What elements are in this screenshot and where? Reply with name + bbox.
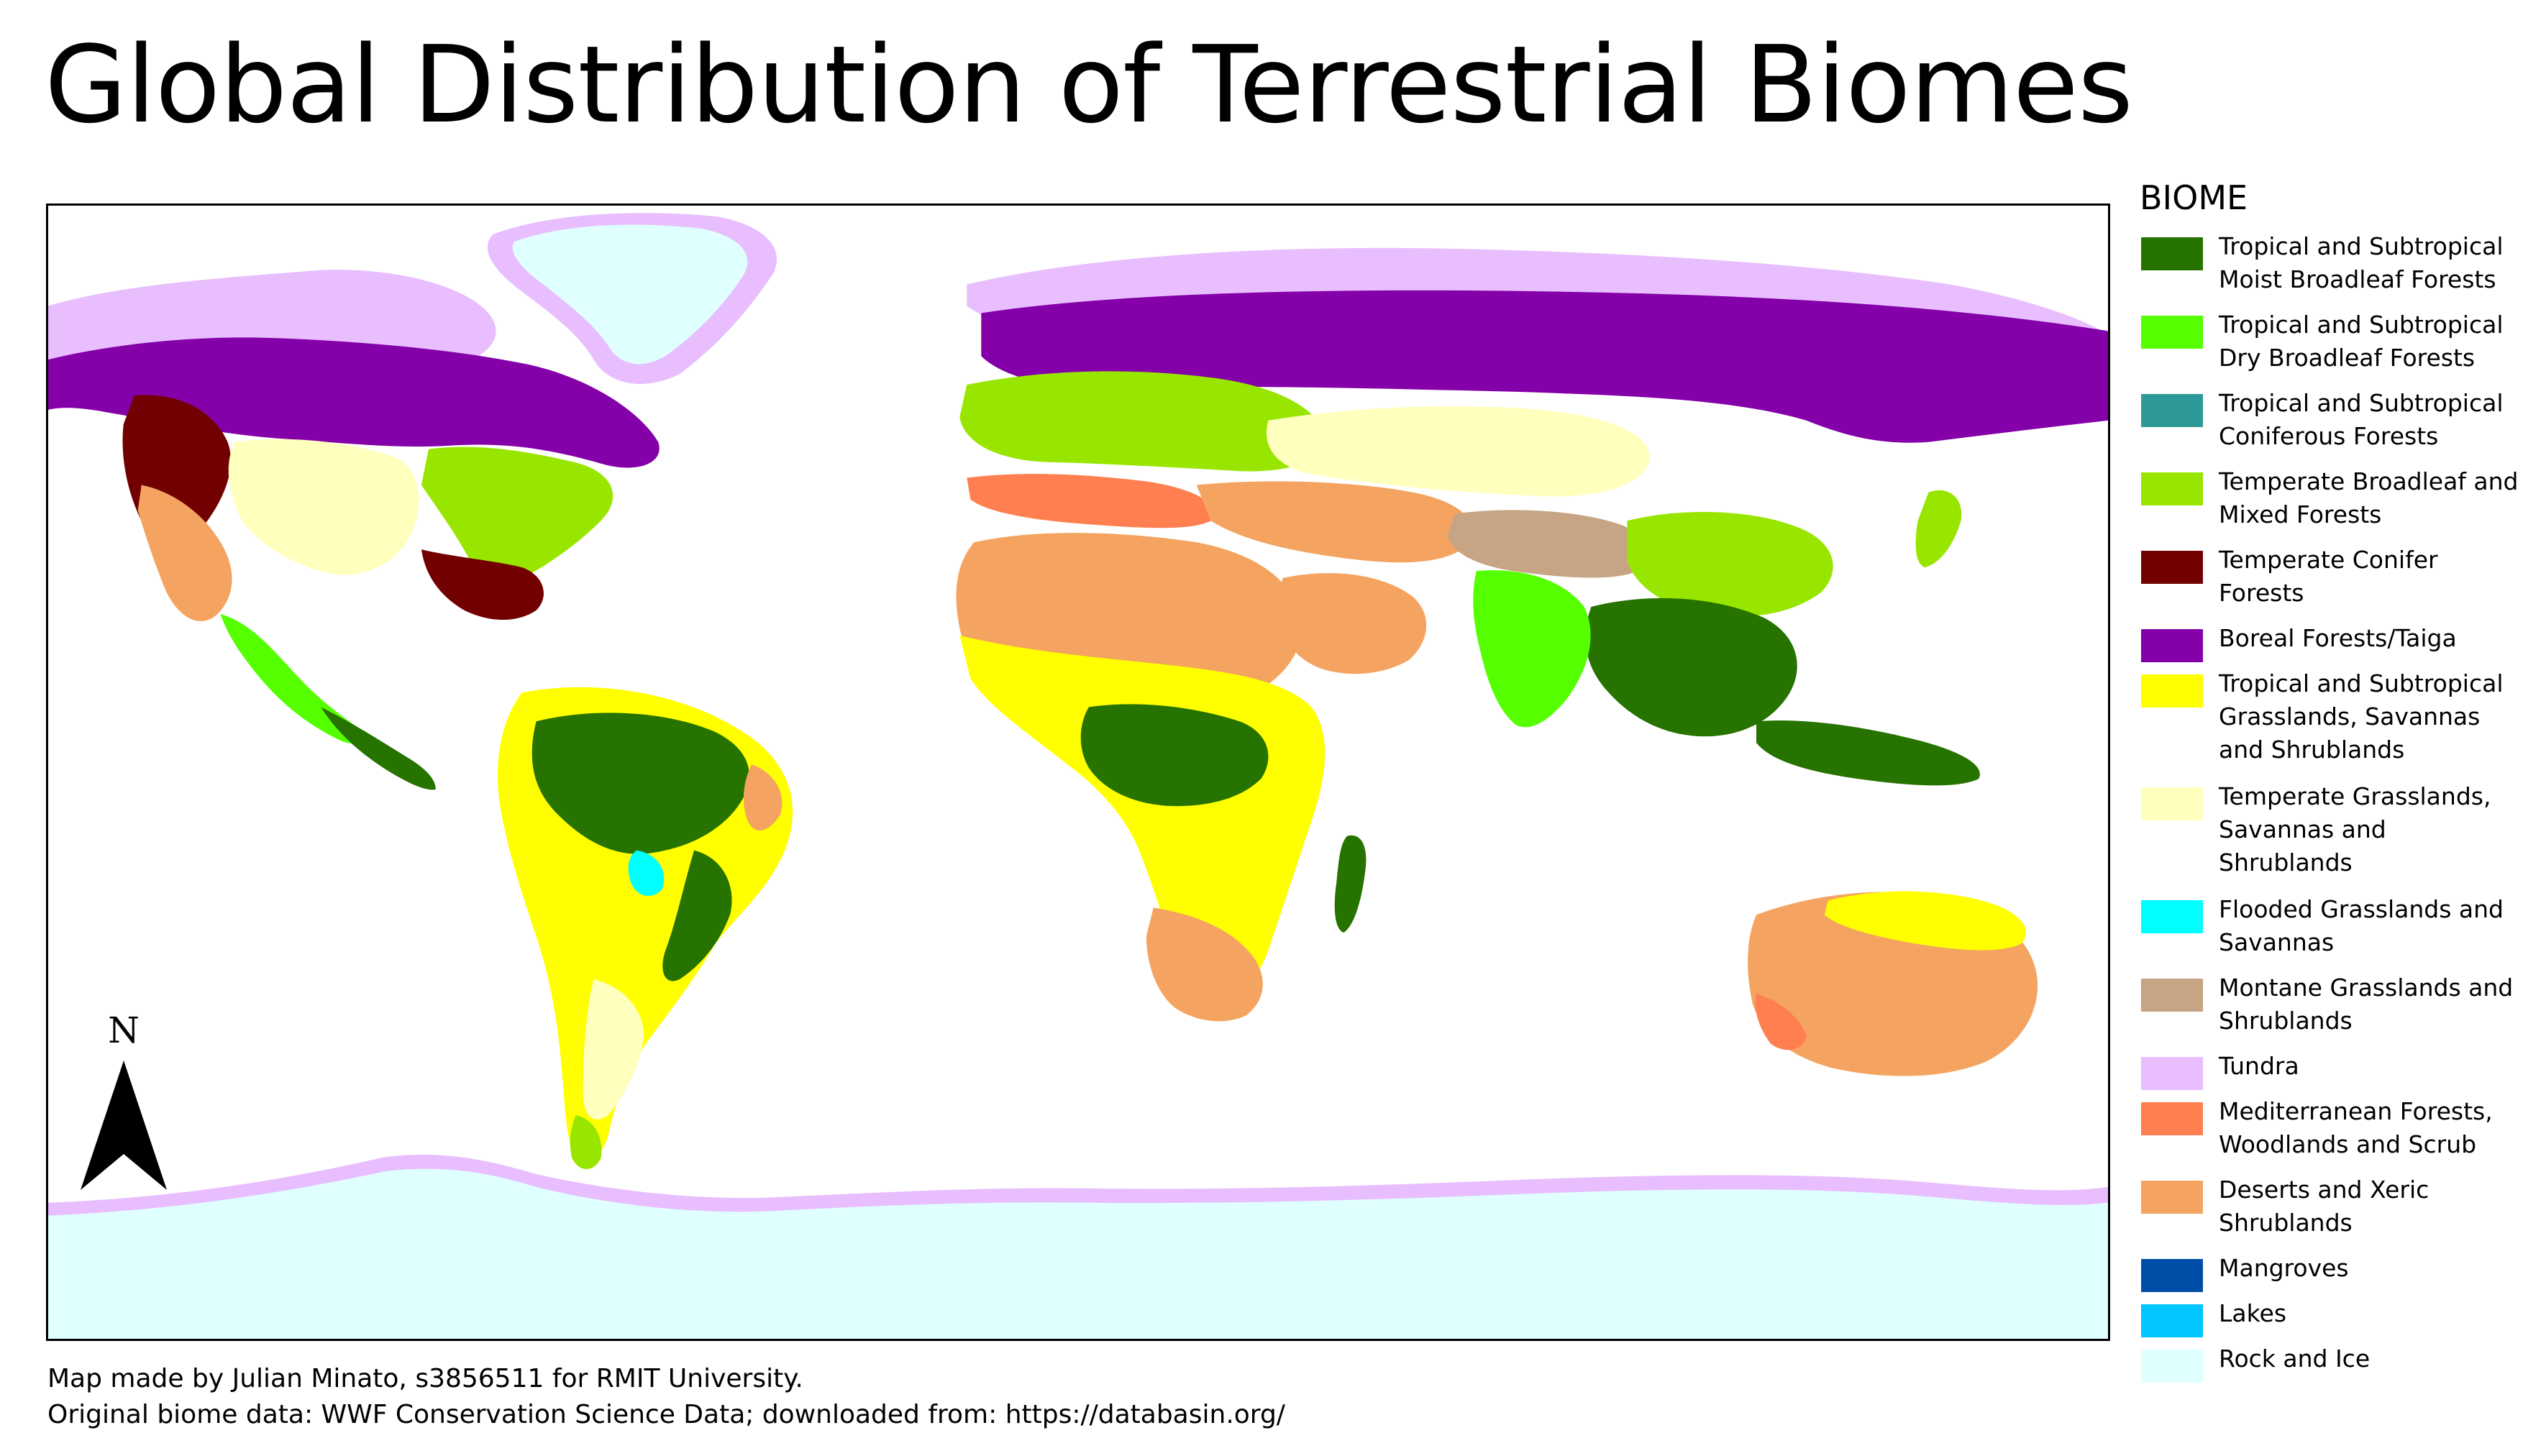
legend-swatch [2141, 1102, 2203, 1135]
legend-label: Deserts and Xeric Shrublands [2219, 1176, 2430, 1237]
legend-label: Tropical and Subtropical Dry Broadleaf F… [2219, 311, 2504, 372]
na-grasslands [228, 439, 419, 575]
legend-items: Tropical and Subtropical Moist Broadleaf… [2140, 230, 2519, 1388]
antarctica [48, 1154, 2108, 1339]
indonesia-moist [1756, 720, 1980, 786]
legend-label: Rock and Ice [2219, 1345, 2371, 1373]
europe-temperate-broadleaf [959, 371, 1326, 472]
legend-label: Temperate Broadleaf and Mixed Forests [2219, 467, 2519, 528]
legend-item: Tundra [2140, 1050, 2514, 1095]
legend-item: Temperate Conifer Forests [2140, 544, 2514, 622]
eurasia [959, 247, 2108, 737]
legend-item: Flooded Grasslands and Savannas [2140, 893, 2514, 971]
legend-label: Temperate Conifer Forests [2219, 546, 2438, 607]
australia-southwest-mediterranean [1755, 993, 1807, 1050]
sa-pampas [583, 979, 644, 1120]
legend-item: Rock and Ice [2140, 1342, 2514, 1388]
legend-label: Tropical and Subtropical Moist Broadleaf… [2219, 232, 2504, 293]
japan [1915, 490, 1962, 568]
mediterranean [967, 474, 1215, 528]
north-america [48, 270, 660, 790]
southeast-asia-moist [1585, 597, 1797, 737]
na-temperate-broadleaf [421, 447, 613, 581]
na-desert [137, 485, 232, 621]
legend-label: Mediterranean Forests, Woodlands and Scr… [2219, 1097, 2493, 1158]
credits: Map made by Julian Minato, s3856511 for … [47, 1361, 1285, 1433]
africa-south-desert [1146, 907, 1263, 1022]
legend-label: Tropical and Subtropical Coniferous Fore… [2219, 389, 2504, 450]
north-arrow: N [81, 1010, 167, 1197]
central-america-moist [321, 707, 436, 790]
legend-swatch [2141, 1350, 2203, 1383]
na-southeast-conifer [421, 549, 544, 620]
africa [956, 533, 1367, 1022]
greenland [487, 213, 777, 384]
madagascar [1334, 835, 1367, 933]
legend-label: Mangroves [2219, 1254, 2349, 1282]
antarctica-ice [48, 1168, 2108, 1339]
legend-swatch [2141, 1304, 2203, 1337]
legend-swatch [2141, 237, 2203, 270]
legend-title: BIOME [2140, 178, 2248, 217]
legend-swatch [2141, 394, 2203, 427]
world-biome-map [48, 213, 2108, 1339]
legend-label: Boreal Forests/Taiga [2219, 624, 2457, 652]
legend-item: Mediterranean Forests, Woodlands and Scr… [2140, 1095, 2514, 1173]
tibet-montane [1447, 510, 1648, 578]
oceania [1748, 720, 2038, 1076]
australia-north-savanna [1824, 891, 2026, 951]
legend-item: Lakes [2140, 1297, 2514, 1342]
legend-item: Tropical and Subtropical Coniferous Fore… [2140, 387, 2514, 465]
sa-east-desert [743, 764, 783, 831]
africa-savanna [959, 635, 1326, 1004]
legend-item: Tropical and Subtropical Moist Broadleaf… [2140, 230, 2514, 308]
arabia-desert [1275, 573, 1427, 674]
legend-item: Tropical and Subtropical Dry Broadleaf F… [2140, 308, 2514, 387]
sa-atlantic-forest [662, 850, 732, 981]
india-dry [1473, 570, 1591, 728]
legend-item: Mangroves [2140, 1252, 2514, 1297]
africa-congo [1080, 704, 1269, 807]
map-frame[interactable] [46, 203, 2110, 1341]
legend-swatch [2141, 674, 2203, 708]
legend-item: Tropical and Subtropical Grasslands, Sav… [2140, 667, 2514, 780]
legend-swatch [2141, 629, 2203, 662]
legend-swatch [2141, 316, 2203, 349]
north-label: N [108, 1009, 140, 1051]
sa-patagonia-tip [570, 1115, 602, 1169]
sa-pantanal [628, 850, 665, 897]
central-asia-desert [1196, 481, 1472, 563]
sa-amazon [531, 713, 749, 854]
legend-label: Temperate Grasslands, Savannas and Shrub… [2219, 782, 2491, 876]
legend-swatch [2141, 1057, 2203, 1090]
south-america [497, 687, 793, 1169]
legend-swatch [2141, 472, 2203, 505]
china-broadleaf [1627, 512, 1833, 617]
credits-line-2: Original biome data: WWF Conservation Sc… [47, 1400, 1285, 1429]
legend: BIOME Tropical and Subtropical Moist Bro… [2140, 173, 2519, 1388]
legend-label: Lakes [2219, 1299, 2287, 1327]
legend-label: Montane Grasslands and Shrublands [2219, 974, 2514, 1035]
greenland-ice [512, 224, 748, 365]
asia-steppe [1266, 406, 1650, 497]
legend-swatch [2141, 900, 2203, 933]
map-title: Global Distribution of Terrestrial Biome… [45, 23, 2133, 147]
legend-swatch [2141, 1259, 2203, 1292]
legend-swatch [2141, 551, 2203, 584]
legend-item: Montane Grasslands and Shrublands [2140, 971, 2514, 1050]
legend-item: Boreal Forests/Taiga [2140, 622, 2514, 667]
legend-label: Tropical and Subtropical Grasslands, Sav… [2219, 669, 2504, 764]
na-boreal [48, 337, 660, 468]
legend-swatch [2141, 787, 2203, 820]
north-arrow-icon [81, 1061, 167, 1190]
legend-label: Tundra [2219, 1052, 2299, 1080]
eurasia-boreal [981, 290, 2108, 443]
legend-swatch [2141, 1181, 2203, 1214]
credits-line-1: Map made by Julian Minato, s3856511 for … [47, 1364, 803, 1393]
legend-label: Flooded Grasslands and Savannas [2219, 895, 2504, 956]
legend-item: Deserts and Xeric Shrublands [2140, 1173, 2514, 1252]
legend-item: Temperate Grasslands, Savannas and Shrub… [2140, 780, 2514, 893]
legend-swatch [2141, 979, 2203, 1012]
legend-item: Temperate Broadleaf and Mixed Forests [2140, 465, 2519, 544]
